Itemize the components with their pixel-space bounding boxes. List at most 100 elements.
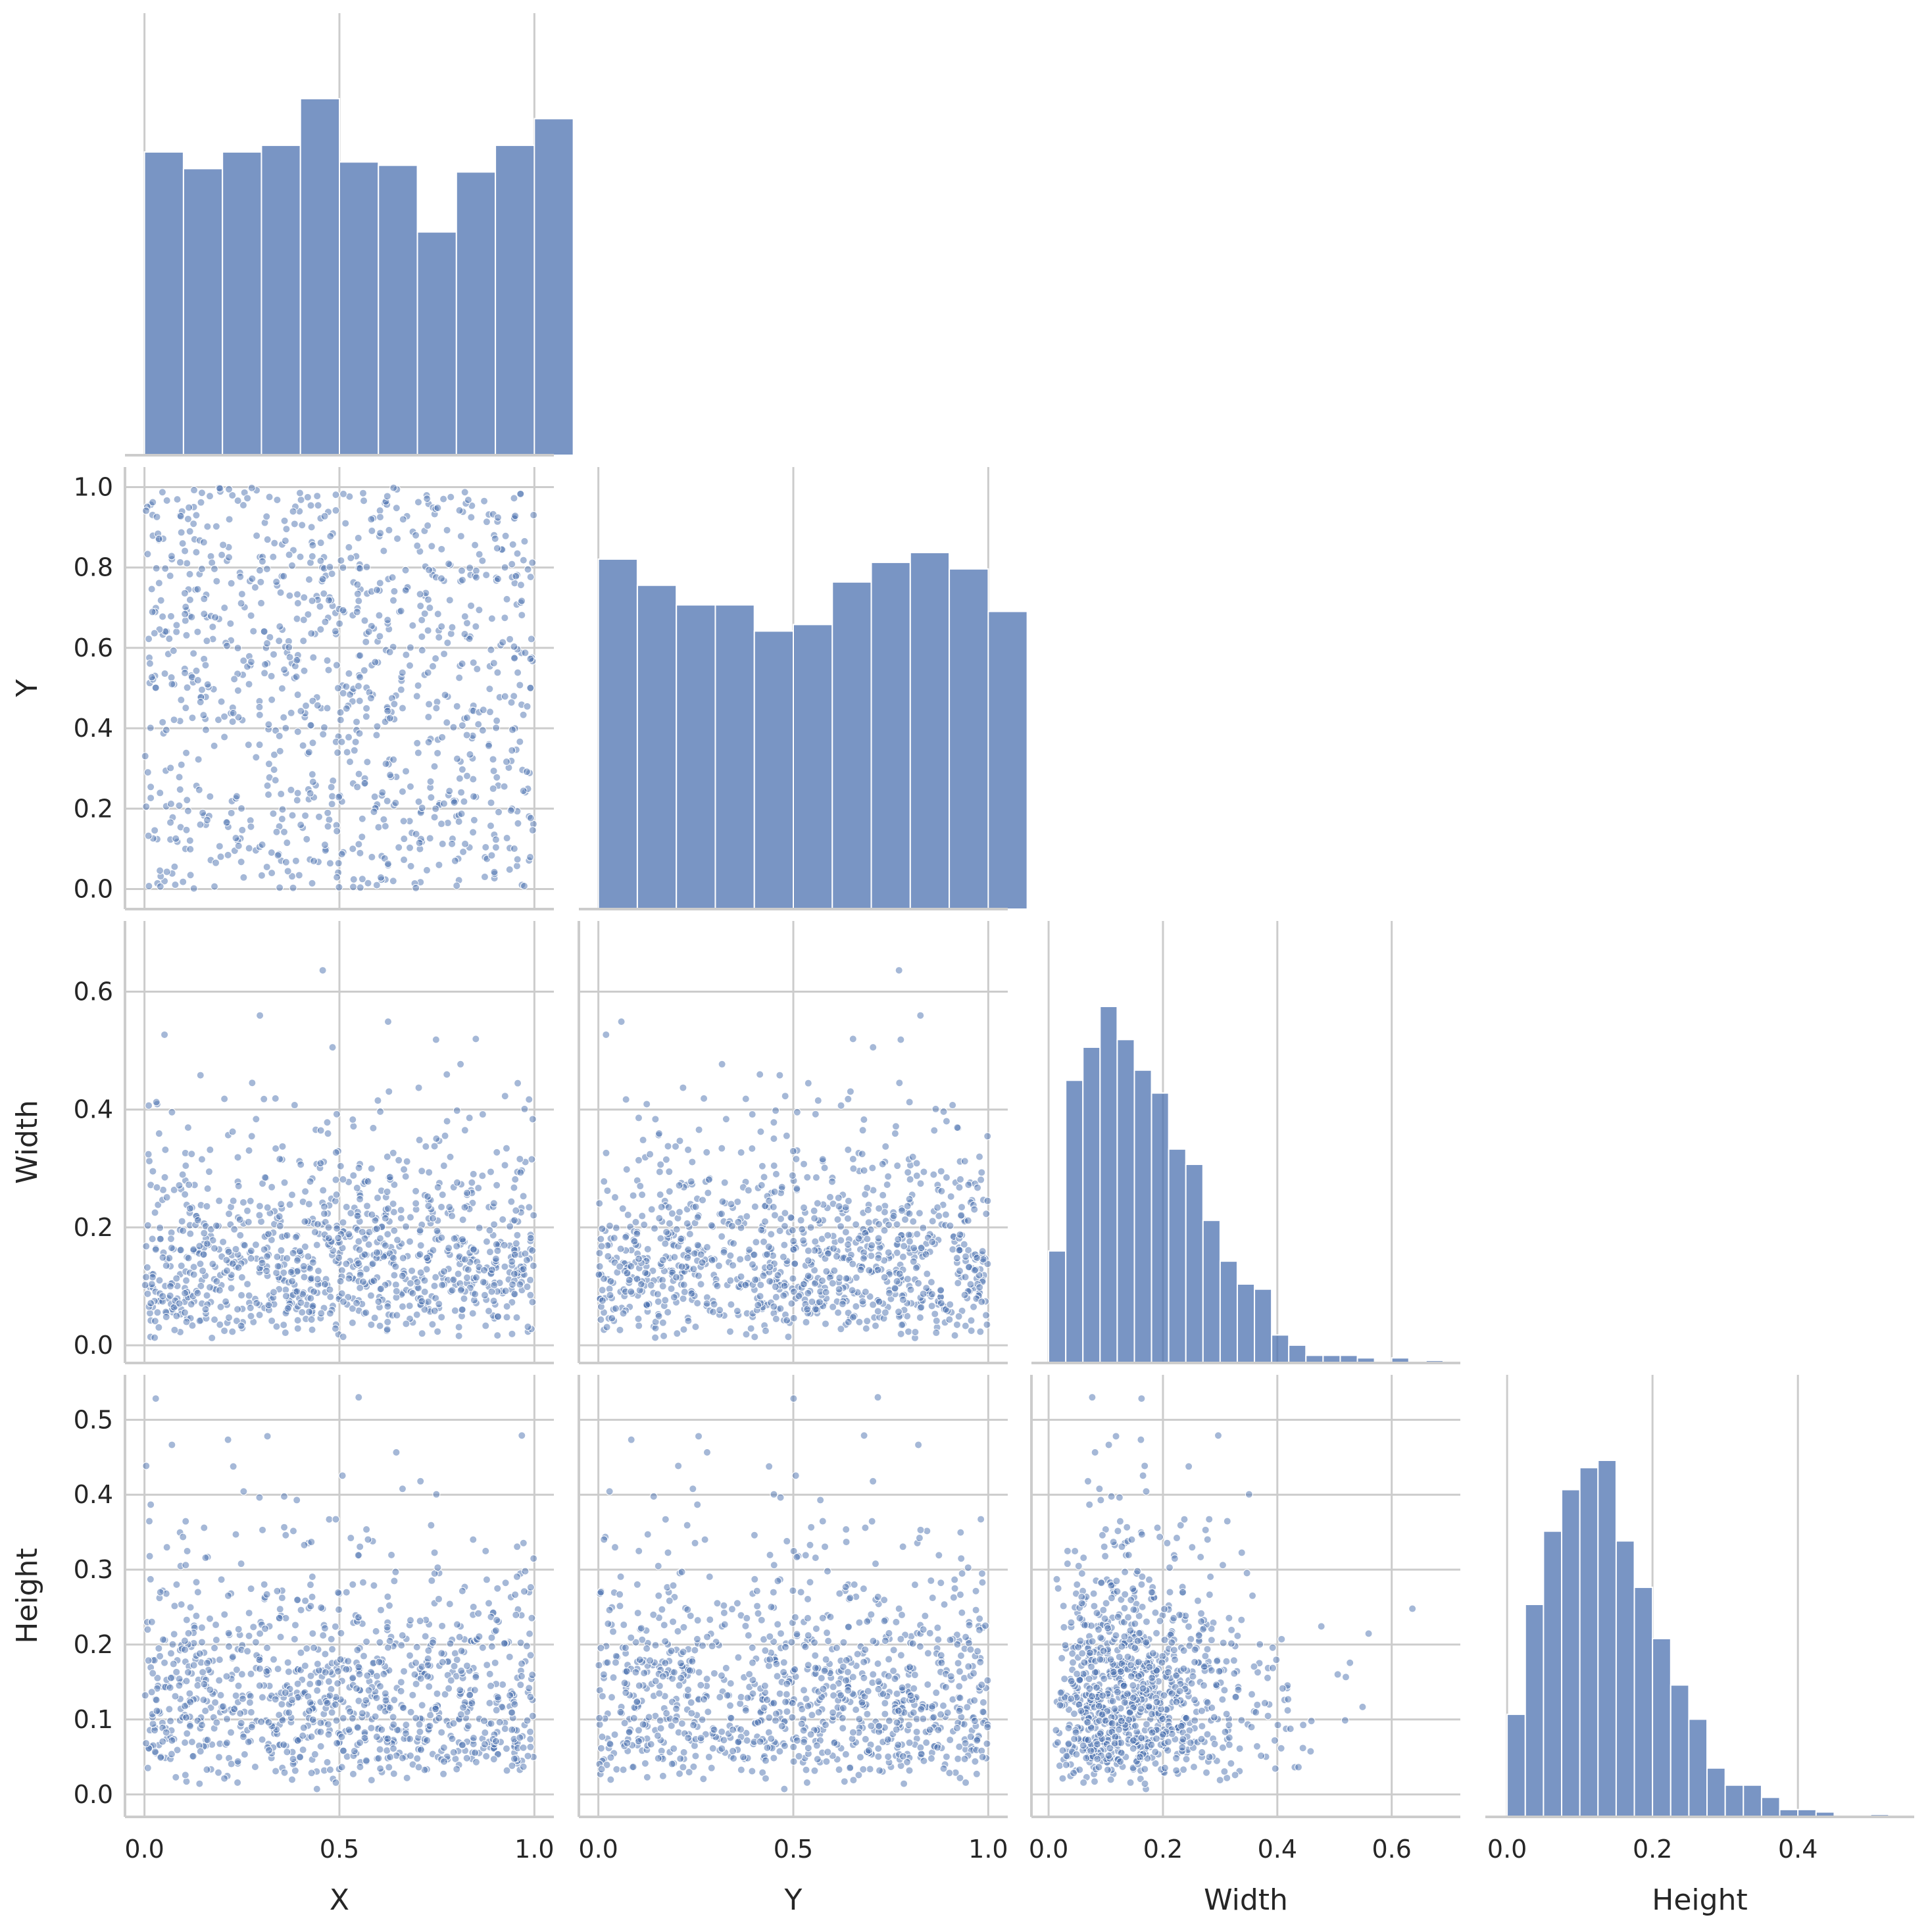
scatter-point xyxy=(935,1551,943,1560)
scatter-point xyxy=(152,1098,161,1106)
scatter-point xyxy=(148,1235,157,1243)
scatter-point xyxy=(310,856,318,865)
scatter-point xyxy=(227,1760,235,1768)
scatter-point xyxy=(780,1241,789,1249)
scatter-point xyxy=(186,845,195,854)
scatter-point xyxy=(475,606,483,614)
scatter-point xyxy=(314,501,322,510)
scatter-point xyxy=(247,1132,256,1141)
scatter-point xyxy=(342,1665,351,1673)
scatter-point xyxy=(167,1244,176,1252)
scatter-point xyxy=(234,686,242,695)
scatter-point xyxy=(339,1175,347,1183)
scatter-point xyxy=(197,1155,206,1164)
scatter-point xyxy=(345,1725,353,1734)
scatter-point xyxy=(376,1764,385,1773)
scatter-point xyxy=(505,865,514,874)
scatter-point xyxy=(469,658,478,667)
scatter-point xyxy=(391,1281,400,1289)
scatter-point xyxy=(868,1241,876,1250)
scatter-point xyxy=(145,882,153,891)
scatter-point xyxy=(206,1283,214,1291)
scatter-point xyxy=(904,1327,913,1336)
scatter-point xyxy=(339,1714,347,1722)
scatter-point xyxy=(657,1202,666,1211)
scatter-point xyxy=(835,1274,844,1282)
scatter-point xyxy=(375,1658,384,1666)
scatter-point xyxy=(703,1299,711,1308)
scatter-point xyxy=(619,1766,628,1774)
x-tick-label: 0.0 xyxy=(124,1835,164,1864)
scatter-point xyxy=(861,1190,870,1199)
scatter-point xyxy=(372,1733,381,1741)
scatter-point xyxy=(203,637,211,645)
scatter-point xyxy=(651,1641,660,1650)
scatter-point xyxy=(142,507,151,515)
scatter-point xyxy=(981,1311,990,1320)
scatter-point xyxy=(523,1283,532,1291)
scatter-point xyxy=(880,1273,889,1281)
scatter-point xyxy=(621,1643,630,1652)
scatter-point xyxy=(418,1329,426,1338)
scatter-point xyxy=(689,1265,698,1274)
scatter-point xyxy=(200,595,209,603)
scatter-point xyxy=(384,1318,392,1326)
scatter-point xyxy=(616,1572,625,1581)
scatter-point xyxy=(289,507,297,516)
scatter-point xyxy=(728,1605,736,1614)
scatter-point xyxy=(283,1748,291,1756)
scatter-point xyxy=(508,1257,516,1266)
scatter-point xyxy=(334,1667,342,1675)
scatter-point xyxy=(905,1098,914,1106)
scatter-point xyxy=(255,1656,264,1664)
scatter-point xyxy=(937,1710,945,1719)
scatter-point xyxy=(891,1129,899,1138)
scatter-point xyxy=(297,707,305,716)
scatter-point xyxy=(513,549,522,558)
scatter-point xyxy=(743,1694,752,1702)
scatter-point xyxy=(491,835,500,844)
scatter-point xyxy=(406,843,414,852)
scatter-point xyxy=(737,1272,745,1281)
scatter-point xyxy=(487,1633,496,1642)
scatter-point xyxy=(354,533,362,542)
scatter-point xyxy=(317,1603,326,1612)
scatter-point xyxy=(526,853,535,861)
scatter-point xyxy=(519,1539,528,1547)
scatter-point xyxy=(406,782,414,791)
scatter-point xyxy=(506,1691,514,1700)
scatter-point xyxy=(957,1211,966,1220)
scatter-point xyxy=(333,873,341,881)
scatter-point xyxy=(259,1525,267,1534)
scatter-point xyxy=(293,1316,302,1325)
scatter-point xyxy=(651,1224,659,1233)
scatter-point xyxy=(323,1118,332,1127)
scatter-point xyxy=(306,1177,314,1186)
scatter-point xyxy=(338,1472,347,1480)
scatter-point xyxy=(937,1651,945,1660)
scatter-point xyxy=(269,809,278,818)
scatter-point xyxy=(251,583,259,591)
scatter-point xyxy=(425,1168,433,1177)
scatter-point xyxy=(203,1184,212,1193)
scatter-point xyxy=(977,1681,986,1689)
scatter-point xyxy=(306,789,314,798)
scatter-point xyxy=(787,1638,796,1647)
scatter-point xyxy=(177,1600,186,1609)
scatter-point xyxy=(461,839,470,848)
scatter-point xyxy=(789,1274,797,1283)
scatter-point xyxy=(440,1757,449,1766)
scatter-point xyxy=(416,590,424,599)
scatter-point xyxy=(299,741,307,750)
scatter-point xyxy=(874,1752,883,1761)
scatter-point xyxy=(678,1262,686,1271)
scatter-point xyxy=(861,1735,870,1743)
scatter-point xyxy=(383,797,391,805)
scatter-point xyxy=(192,548,201,557)
scatter-point xyxy=(803,1173,812,1181)
scatter-point xyxy=(433,504,442,512)
scatter-point xyxy=(501,1579,510,1587)
scatter-point xyxy=(748,1144,756,1152)
scatter-point xyxy=(866,1765,874,1773)
scatter-point xyxy=(193,1588,202,1597)
